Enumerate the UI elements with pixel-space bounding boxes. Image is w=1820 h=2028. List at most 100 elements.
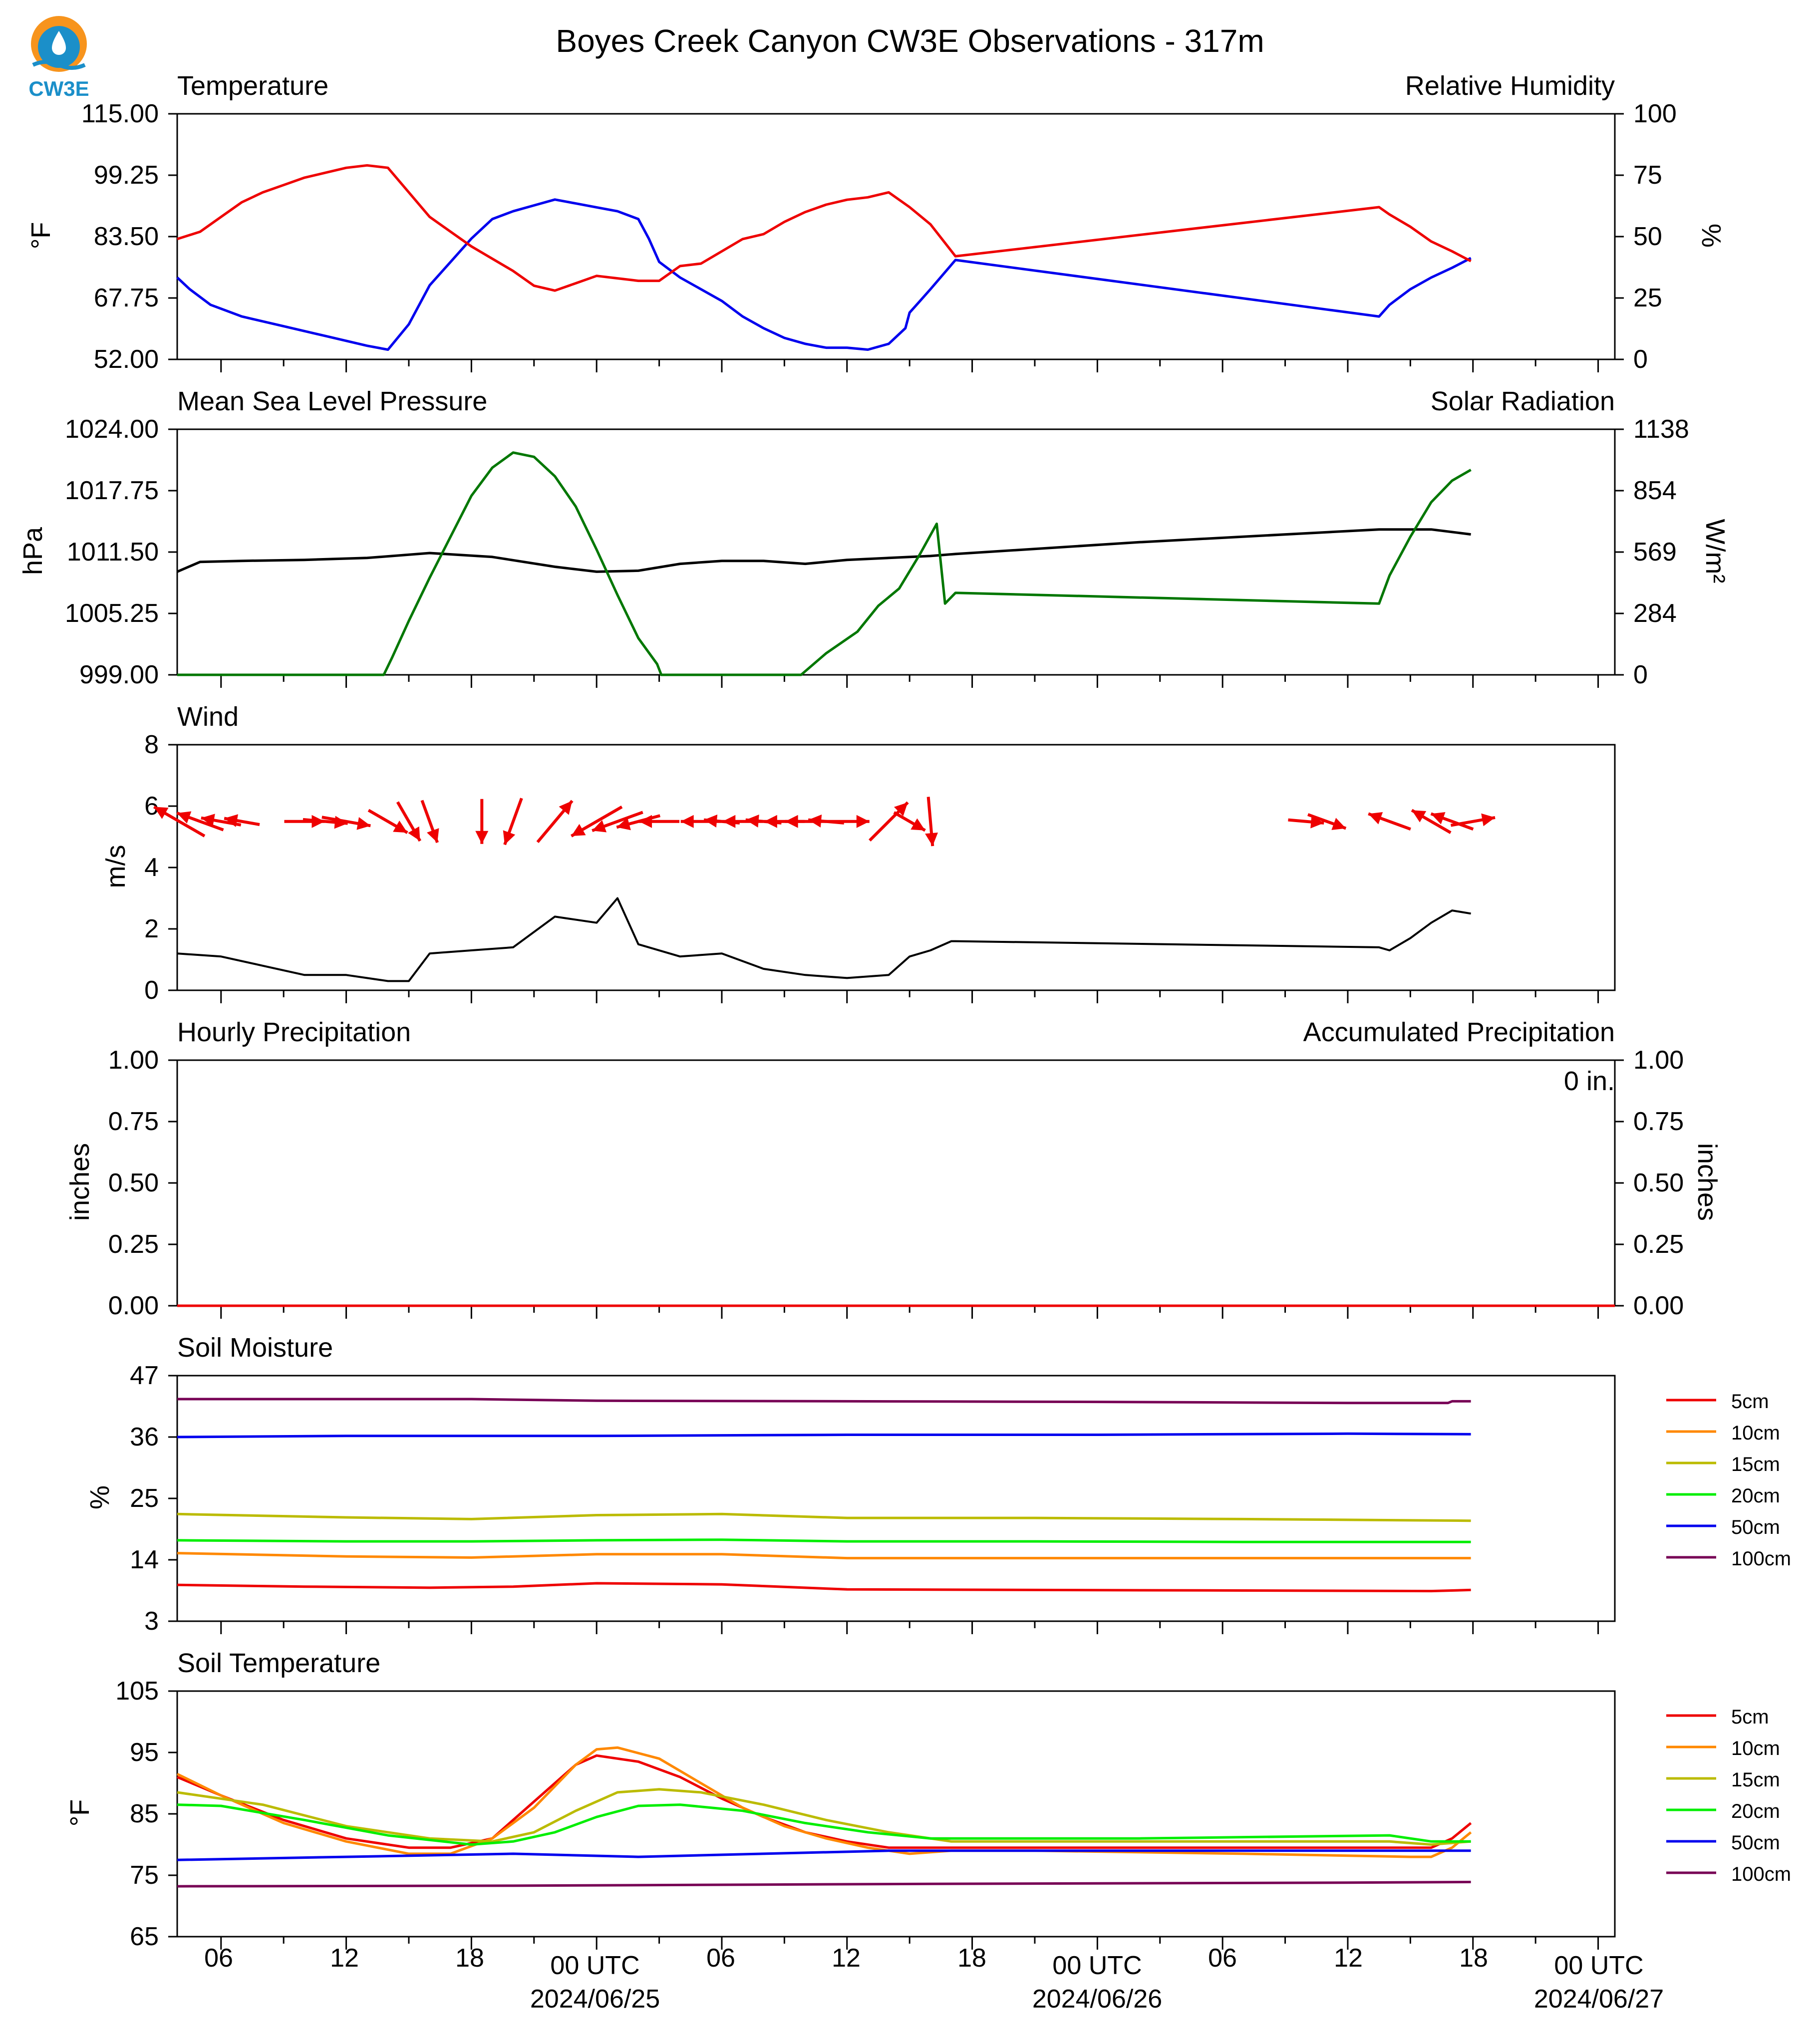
- wind-arrow-head: [592, 820, 607, 833]
- temperature-title: Temperature: [177, 71, 328, 101]
- plot-frame: [176, 1375, 1616, 1622]
- y-tick-label: 0.25: [108, 1230, 159, 1259]
- logo-wave-icon: [32, 60, 86, 70]
- wind-arrow-head: [1431, 812, 1446, 825]
- plot-frame: [176, 428, 1616, 676]
- soil-temperature-legend: 5cm 10cm 15cm 20cm 50cm 100cm: [1666, 1706, 1791, 1885]
- y2-tick-label: 100: [1633, 99, 1677, 128]
- legend-label: 5cm: [1731, 1706, 1769, 1728]
- y-tick-label: 3: [144, 1607, 159, 1636]
- y2-tick-label: 1.00: [1633, 1046, 1684, 1075]
- soil_temperature-series-15cm: [177, 1788, 1471, 1846]
- x-tick-label: 18: [455, 1944, 484, 1973]
- y-tick-label: 2: [144, 914, 159, 943]
- wind-arrow-head: [408, 826, 420, 841]
- wind-arrow-head: [722, 815, 736, 828]
- y-tick-label: 52.00: [94, 345, 159, 374]
- solar-title: Solar Radiation: [1431, 386, 1615, 416]
- hourly-precip-title: Hourly Precipitation: [177, 1017, 411, 1047]
- panel-wind: Wind m/s 8 6 4 2 0: [101, 702, 239, 1005]
- y2-tick-label: 0.75: [1633, 1107, 1684, 1136]
- cw3e-logo: CW3E: [28, 16, 89, 100]
- y2-tick-label: 1138: [1633, 415, 1689, 444]
- x-tick-label: 00 UTC: [1052, 1951, 1142, 1980]
- logo-drop-icon: [52, 31, 66, 55]
- wind-title: Wind: [177, 702, 239, 732]
- solar-axis-label: W/m²: [1700, 519, 1730, 583]
- y-tick-label: 47: [130, 1361, 159, 1390]
- legend-label: 50cm: [1731, 1832, 1780, 1854]
- soil-temperature-title: Soil Temperature: [177, 1648, 380, 1678]
- accum-precip-axis-label: inches: [1692, 1143, 1722, 1221]
- y2-tick-label: 25: [1633, 284, 1662, 312]
- soil_moisture-series-5cm: [177, 1582, 1471, 1593]
- y-tick-label: 65: [130, 1922, 159, 1951]
- y-tick-label: 1017.75: [65, 476, 159, 505]
- y-tick-label: 95: [130, 1738, 159, 1767]
- y-tick-label: 0.50: [108, 1168, 159, 1197]
- soil_temperature-series-5cm: [177, 1754, 1472, 1849]
- y-tick-label: 83.50: [94, 222, 159, 251]
- wind-arrow-head: [925, 833, 938, 847]
- wind-arrow-head: [427, 828, 439, 843]
- wind-arrow-head: [559, 801, 573, 815]
- wind-arrow-head: [475, 831, 489, 844]
- wind-axis-label: m/s: [101, 845, 131, 888]
- pressure-y-ticks: 1024.00 1017.75 1011.50 1005.25 999.00: [65, 415, 159, 689]
- x-axis-labels: 06 12 18 00 UTC 06 12 18 00 UTC 06 12 18…: [204, 1944, 1664, 2014]
- soil_temperature-series-20cm: [177, 1803, 1471, 1846]
- y2-tick-label: 569: [1633, 538, 1677, 567]
- figure-title: Boyes Creek Canyon CW3E Observations - 3…: [556, 23, 1264, 59]
- wind-arrow-head: [356, 817, 371, 830]
- wind-arrow-head: [856, 815, 870, 828]
- wind-arrow-head: [639, 815, 652, 828]
- y-tick-label: 14: [130, 1545, 159, 1574]
- y-tick-label: 1011.50: [67, 538, 159, 567]
- wind-arrow-head: [704, 814, 718, 828]
- wind-arrow-head: [910, 818, 925, 831]
- legend-label: 10cm: [1731, 1422, 1780, 1444]
- wind-arrow-head: [1481, 813, 1496, 827]
- wind-arrow-head: [503, 830, 516, 845]
- legend-label: 50cm: [1731, 1516, 1780, 1538]
- pressure-title: Mean Sea Level Pressure: [177, 386, 487, 416]
- plot-frame: [176, 1059, 1616, 1307]
- wind-arrow-head: [808, 814, 822, 828]
- y2-tick-label: 854: [1633, 476, 1677, 505]
- soil-temperature-axis-label: °F: [65, 1799, 95, 1827]
- x-tick-label: 06: [706, 1944, 735, 1973]
- wind-arrow-head: [785, 815, 798, 828]
- accum-precip-value: 0 in.: [1564, 1066, 1615, 1096]
- wind-y-ticks: 8 6 4 2 0: [144, 730, 159, 1005]
- soil-moisture-axis-label: %: [85, 1485, 115, 1509]
- humidity-title: Relative Humidity: [1405, 71, 1615, 101]
- y-tick-label: 0: [144, 976, 159, 1005]
- y-tick-label: 8: [144, 730, 159, 759]
- panel-soil-temperature: Soil Temperature °F 105 95 85 75 65 5cm …: [65, 1648, 1791, 1951]
- accum-precip-title: Accumulated Precipitation: [1303, 1017, 1615, 1047]
- plot-frame: [176, 1690, 1616, 1938]
- soil_moisture-series-10cm: [177, 1552, 1471, 1560]
- soil_temperature-series-10cm: [176, 1746, 1472, 1858]
- y2-tick-label: 0.00: [1633, 1291, 1684, 1320]
- y2-tick-label: 284: [1633, 599, 1677, 628]
- legend-label: 20cm: [1731, 1800, 1780, 1822]
- pressure_solar-series-0: [177, 528, 1471, 573]
- wind-arrow-head: [571, 824, 586, 836]
- soil-temperature-y-ticks: 105 95 85 75 65: [115, 1677, 159, 1951]
- x-tick-label: 00 UTC: [550, 1951, 639, 1980]
- legend-label: 15cm: [1731, 1769, 1780, 1791]
- y-tick-label: 25: [130, 1484, 159, 1513]
- panel-precipitation: Hourly Precipitation Accumulated Precipi…: [65, 1017, 1722, 1320]
- soil_moisture-series-50cm: [177, 1432, 1471, 1439]
- wind-arrow-head: [894, 802, 908, 817]
- y-tick-label: 85: [130, 1799, 159, 1828]
- wind-arrow-head: [1310, 815, 1324, 829]
- y-tick-label: 115.00: [81, 99, 159, 128]
- y2-tick-label: 75: [1633, 161, 1662, 190]
- y-tick-label: 99.25: [94, 161, 159, 190]
- y-tick-label: 0.00: [108, 1291, 159, 1320]
- solar-y-ticks: 1138 854 569 284 0: [1633, 415, 1689, 689]
- legend-label: 100cm: [1731, 1548, 1791, 1570]
